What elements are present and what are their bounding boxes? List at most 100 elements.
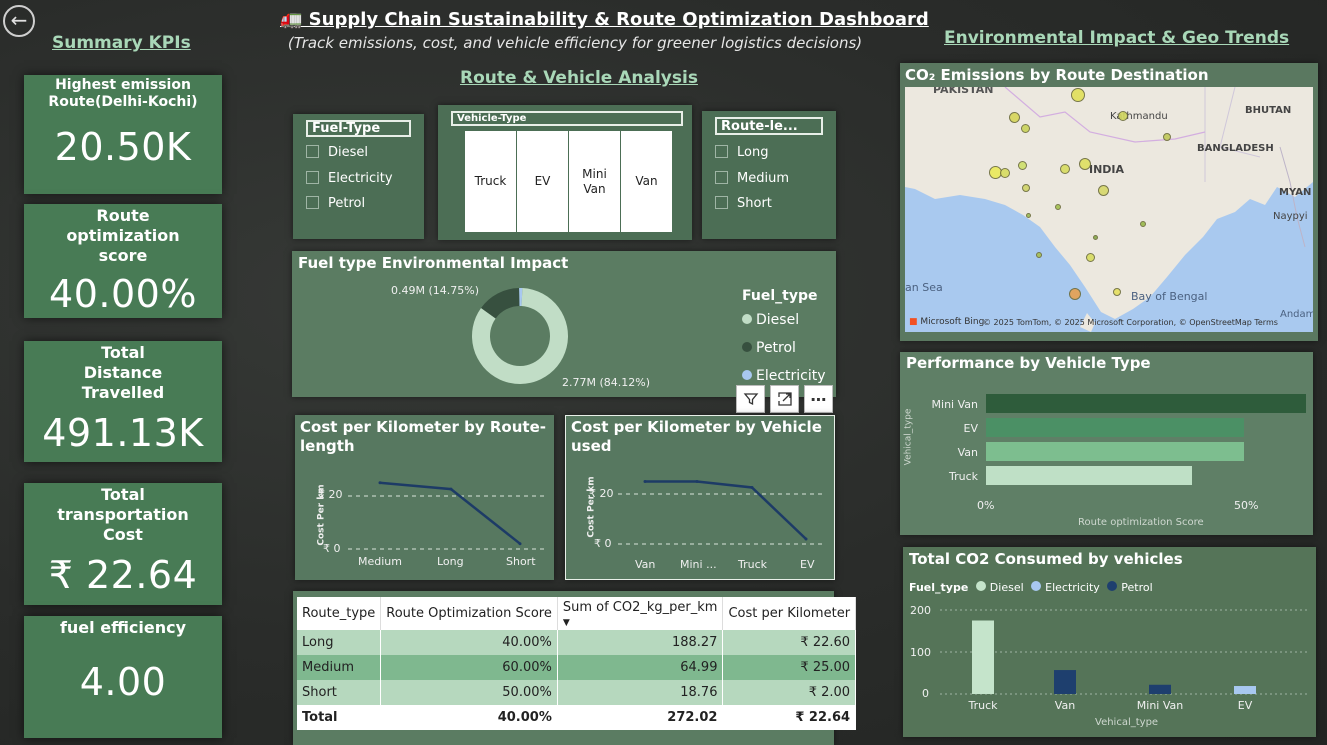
- route-option-long[interactable]: Long: [715, 145, 768, 160]
- legend-dot-icon: [742, 342, 752, 352]
- legend-item-petrol[interactable]: Petrol: [742, 340, 796, 356]
- data-point[interactable]: [518, 542, 522, 546]
- kpi-value: ₹ 22.64: [48, 553, 198, 597]
- bar-van[interactable]: [986, 442, 1244, 461]
- bar-van-petrol[interactable]: [1054, 670, 1076, 694]
- filter-button[interactable]: [736, 385, 765, 413]
- filter-icon: [743, 393, 758, 406]
- col-header-cost-per-km[interactable]: Cost per Kilometer: [722, 597, 857, 630]
- legend-item-diesel[interactable]: Diesel: [989, 581, 1024, 594]
- legend-item-petrol[interactable]: Petrol: [1121, 581, 1153, 594]
- bar-truck-diesel[interactable]: [972, 620, 994, 695]
- y-tick: ₹ 0: [594, 537, 612, 550]
- co2-map[interactable]: PAKISTAN Kathmandu BHUTAN INDIA BANGLADE…: [905, 87, 1313, 332]
- data-point[interactable]: [378, 481, 382, 485]
- col-header-route-type[interactable]: Route_type: [297, 597, 382, 630]
- series-line[interactable]: [379, 481, 521, 545]
- data-point[interactable]: [643, 480, 647, 483]
- map-bubble[interactable]: [1097, 184, 1109, 196]
- co2-map-title: CO₂ Emissions by Route Destination: [905, 66, 1209, 84]
- bar-mini-van-petrol[interactable]: [1149, 684, 1171, 694]
- more-options-button[interactable]: ⋯: [804, 385, 833, 413]
- bar-truck[interactable]: [986, 466, 1193, 485]
- map-bubble[interactable]: [1069, 288, 1081, 300]
- fuel-slicer-header: Fuel-Type: [306, 120, 411, 137]
- table-row: Short 50.00% 18.76 ₹ 2.00: [297, 680, 857, 705]
- y-tick-label: Van: [957, 446, 978, 459]
- checkbox[interactable]: [306, 145, 319, 158]
- map-bubble[interactable]: [1060, 164, 1070, 174]
- map-bubble[interactable]: [1008, 111, 1020, 123]
- bar-ev-electricity[interactable]: [1234, 686, 1256, 694]
- x-tick: EV: [800, 558, 815, 571]
- checkbox[interactable]: [715, 196, 728, 209]
- donut-slice-electricity[interactable]: [519, 288, 523, 307]
- checkbox[interactable]: [715, 145, 728, 158]
- data-point[interactable]: [804, 537, 808, 541]
- performance-xlabel: Route optimization Score: [1078, 517, 1204, 528]
- col-header-co2[interactable]: Sum of CO2_kg_per_km ▼: [557, 597, 724, 630]
- legend-item-electricity[interactable]: Electricity: [1045, 581, 1100, 594]
- legend-item-electricity[interactable]: Electricity: [742, 368, 826, 384]
- y-tick: ₹ 20: [318, 488, 343, 501]
- map-bubble[interactable]: [1025, 212, 1031, 218]
- map-label: Bay of Bengal: [1131, 290, 1208, 303]
- data-point[interactable]: [750, 486, 754, 489]
- map-bubble[interactable]: [1017, 160, 1027, 170]
- legend-item-diesel[interactable]: Diesel: [742, 312, 799, 328]
- map-bubble[interactable]: [1092, 234, 1098, 240]
- back-button[interactable]: ←: [3, 5, 35, 37]
- map-bubble[interactable]: [1020, 123, 1030, 133]
- map-bubble[interactable]: [1036, 252, 1042, 258]
- y-tick-label: Mini Van: [931, 398, 978, 411]
- fuel-option-petrol[interactable]: Petrol: [306, 196, 365, 211]
- map-bubble[interactable]: [1071, 88, 1085, 102]
- map-label: BANGLADESH: [1197, 143, 1274, 154]
- vehicle-tile-mini-van[interactable]: Mini Van: [569, 131, 620, 232]
- table-total-row: Total 40.00% 272.02 ₹ 22.64: [297, 705, 857, 730]
- fuel-option-diesel[interactable]: Diesel: [306, 145, 368, 160]
- kpi-label: Route optimization score: [66, 206, 180, 265]
- map-bubble[interactable]: [1113, 288, 1121, 296]
- map-bubble[interactable]: [1055, 204, 1061, 210]
- checkbox[interactable]: [306, 196, 319, 209]
- x-tick: 0%: [977, 499, 995, 512]
- map-bubble[interactable]: [1000, 168, 1010, 178]
- y-tick-label: Truck: [948, 470, 978, 483]
- donut-slice-petrol[interactable]: [481, 288, 520, 319]
- fuel-option-electricity[interactable]: Electricity: [306, 171, 393, 186]
- data-point[interactable]: [695, 480, 699, 483]
- route-option-medium[interactable]: Medium: [715, 171, 789, 186]
- route-summary-table: Route_type Route Optimization Score Sum …: [297, 597, 857, 730]
- map-label: BHUTAN: [1245, 105, 1292, 116]
- map-bubble[interactable]: [1118, 111, 1128, 121]
- kpi-label: fuel efficiency: [59, 618, 187, 637]
- kpi-value: 4.00: [79, 660, 167, 704]
- cost-vehicle-line-chart: [618, 480, 826, 545]
- y-tick-label: EV: [963, 422, 978, 435]
- checkbox[interactable]: [715, 171, 728, 184]
- map-bubble[interactable]: [1079, 158, 1091, 170]
- x-tick: Medium: [358, 555, 402, 568]
- y-tick: ₹ 0: [323, 542, 341, 555]
- series-line[interactable]: [645, 480, 807, 540]
- col-header-optimization-score[interactable]: Route Optimization Score: [380, 597, 558, 630]
- kpi-total-cost: Total transportation Cost ₹ 22.64: [24, 483, 222, 605]
- map-bubble[interactable]: [1163, 133, 1171, 141]
- map-bubble[interactable]: [1085, 252, 1095, 262]
- focus-mode-button[interactable]: [770, 385, 799, 413]
- bar-mini-van[interactable]: [986, 394, 1306, 413]
- map-bubble[interactable]: [1022, 184, 1030, 192]
- vehicle-tile-ev[interactable]: EV: [517, 131, 568, 232]
- bar-ev[interactable]: [986, 418, 1244, 437]
- donut-slice-diesel[interactable]: [472, 288, 568, 384]
- x-tick: Short: [506, 555, 536, 568]
- route-option-short[interactable]: Short: [715, 196, 772, 211]
- data-point[interactable]: [449, 487, 453, 491]
- map-attribution[interactable]: © 2025 TomTom, © 2025 Microsoft Corporat…: [983, 318, 1278, 327]
- map-bubble[interactable]: [1140, 221, 1146, 227]
- dashboard-title: 🚛 Supply Chain Sustainability & Route Op…: [280, 9, 929, 30]
- vehicle-tile-van[interactable]: Van: [621, 131, 672, 232]
- checkbox[interactable]: [306, 171, 319, 184]
- vehicle-tile-truck[interactable]: Truck: [465, 131, 516, 232]
